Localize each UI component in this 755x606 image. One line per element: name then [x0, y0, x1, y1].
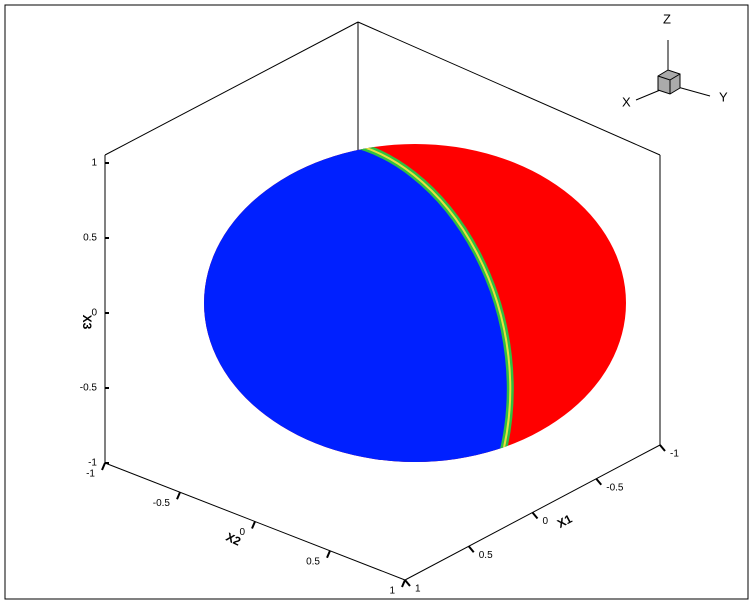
tick-mark: [467, 545, 475, 553]
tick-mark: [531, 511, 539, 520]
tick-label: 0.5: [83, 233, 97, 244]
frame: [4, 4, 749, 600]
tick-mark: [595, 478, 603, 486]
tick-label: 0.5: [479, 550, 493, 561]
axis-title: X2: [224, 530, 244, 549]
tick-label: -0.5: [606, 482, 624, 493]
tick-label: 0: [91, 308, 97, 319]
triad-label: Z: [663, 11, 671, 26]
sphere: [204, 144, 626, 462]
tick-label: -1: [670, 449, 679, 460]
triad-label: X: [622, 94, 631, 109]
tick-label: 0.5: [306, 556, 320, 567]
tick-label: 1: [91, 158, 97, 169]
tick-mark: [251, 521, 256, 529]
tick-label: -1: [86, 469, 95, 480]
tick-mark: [401, 579, 406, 588]
tick-mark: [659, 444, 666, 452]
tick-label: -0.5: [80, 383, 98, 394]
box: [104, 21, 661, 581]
axis-title: X1: [555, 511, 575, 530]
tick-mark: [326, 550, 331, 559]
orientation-triad: X Y Z: [622, 11, 728, 109]
tick-label: -0.5: [153, 498, 171, 509]
tick-mark: [101, 462, 106, 471]
tick-mark: [404, 579, 411, 587]
tick-label: 1: [415, 584, 421, 595]
tick-label: -1: [88, 458, 97, 469]
axis-title: X3: [80, 315, 94, 330]
tick-mark: [176, 491, 181, 500]
tick-label: 1: [389, 586, 395, 597]
triad-label: Y: [719, 89, 728, 104]
tick-label: 0: [543, 516, 549, 527]
tick-label: 0: [239, 527, 245, 538]
